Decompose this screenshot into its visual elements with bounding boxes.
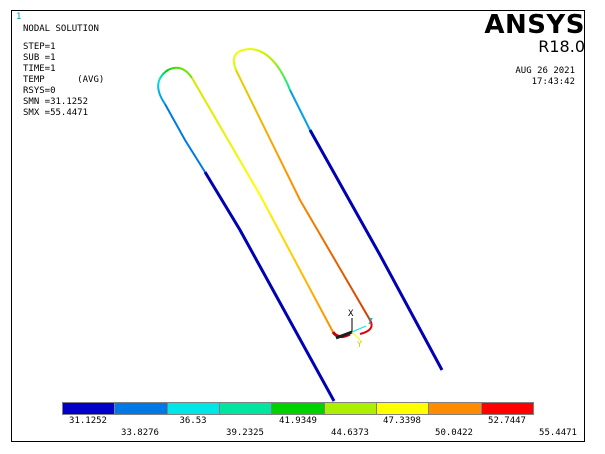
legend-band-8 — [428, 403, 481, 414]
result-title: NODAL SOLUTION — [23, 24, 99, 34]
pipe-segment-right-outer-transition — [289, 89, 311, 131]
info-temp: TEMP (AVG) — [23, 75, 105, 85]
pipe-segment-right-outer — [308, 129, 444, 371]
legend-band-3 — [166, 403, 219, 414]
legend-label: 52.7447 — [488, 416, 526, 426]
legend-label: 36.53 — [179, 416, 207, 426]
info-smx: SMX =55.4471 — [23, 108, 89, 118]
pipe-segment-right-inner — [235, 69, 371, 321]
pipe-bend-left — [157, 66, 193, 105]
triad-x-label: X — [348, 309, 354, 319]
window-number: 1 — [16, 12, 22, 22]
legend-label: 41.9349 — [279, 416, 317, 426]
ansys-logo: ANSYS R18.0 — [484, 12, 585, 56]
contour-legend-bar — [62, 402, 534, 415]
legend-band-6 — [323, 403, 376, 414]
legend-label: 55.4471 — [539, 428, 577, 438]
pipe-segment-left-transition — [164, 103, 206, 173]
info-smn: SMN =31.1252 — [23, 97, 89, 107]
brand-version: R18.0 — [538, 37, 585, 56]
pipe-segment-left-inner — [191, 77, 334, 333]
time-text: 17:43:42 — [531, 77, 575, 87]
legend-band-5 — [271, 403, 324, 414]
info-sub: SUB =1 — [23, 53, 56, 63]
legend-band-1 — [63, 403, 115, 414]
legend-label: 39.2325 — [226, 428, 264, 438]
legend-label: 33.8276 — [121, 428, 159, 438]
legend-label: 47.3398 — [383, 416, 421, 426]
legend-band-4 — [218, 403, 272, 414]
legend-band-2 — [114, 403, 167, 414]
legend-label: 31.1252 — [69, 416, 107, 426]
brand-name: ANSYS — [484, 10, 585, 40]
pipe-segment-left-outer — [203, 171, 336, 402]
timestamp: AUG 26 2021 17:43:42 — [515, 66, 575, 88]
pipe-inlet-stub — [335, 330, 353, 340]
pipe-bend-right — [232, 47, 291, 91]
legend-label: 44.6373 — [331, 428, 369, 438]
triad-z-label: Z — [368, 317, 373, 326]
pipe-bend-bottom-right — [359, 319, 373, 335]
legend-label: 50.0422 — [435, 428, 473, 438]
date-text: AUG 26 2021 — [515, 66, 575, 76]
triad-y-label: Y — [357, 340, 362, 349]
info-step: STEP=1 — [23, 42, 56, 52]
coordinate-triad: X Y Z — [348, 309, 373, 349]
legend-band-9 — [480, 403, 533, 414]
info-rsys: RSYS=0 — [23, 86, 56, 96]
graphics-viewport[interactable] — [11, 10, 585, 442]
info-time: TIME=1 — [23, 64, 56, 74]
legend-band-7 — [375, 403, 429, 414]
